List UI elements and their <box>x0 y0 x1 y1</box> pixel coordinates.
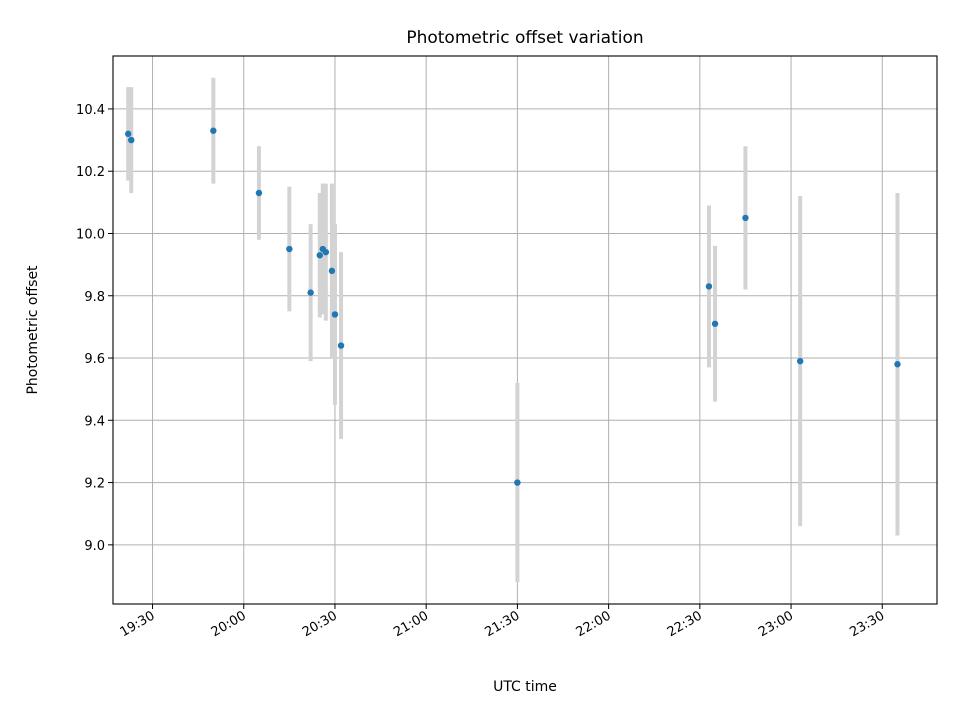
data-point <box>322 248 330 256</box>
x-tick-label: 20:30 <box>300 608 340 640</box>
x-tick-label: 21:00 <box>391 608 431 640</box>
y-tick-label: 9.4 <box>84 414 105 429</box>
y-tick-label: 9.0 <box>84 539 105 554</box>
x-tick-label: 22:30 <box>665 608 705 640</box>
chart-title: Photometric offset variation <box>406 28 643 48</box>
data-point <box>796 357 804 365</box>
y-tick-label: 10.4 <box>76 103 105 118</box>
y-tick-label: 10.2 <box>76 165 105 180</box>
data-point <box>210 127 217 134</box>
data-point <box>307 289 314 296</box>
x-tick-label: 23:00 <box>756 608 796 640</box>
data-point <box>128 136 135 144</box>
data-point <box>337 342 345 349</box>
y-axis-label: Photometric offset <box>25 265 41 395</box>
data-point <box>894 361 901 368</box>
data-point <box>331 311 339 318</box>
x-tick-label: 22:00 <box>574 608 614 640</box>
data-point <box>742 214 749 222</box>
x-tick-label: 21:30 <box>482 608 522 640</box>
data-points <box>125 127 901 486</box>
data-point <box>316 252 323 259</box>
data-point <box>125 130 132 138</box>
data-point <box>255 189 263 197</box>
axis-ticks: 19:30 20:00 20:30 21:00 21:30 22:00 22:30 23:00… <box>76 103 887 640</box>
y-tick-label: 9.2 <box>84 477 105 492</box>
data-point <box>514 479 521 486</box>
data-point <box>328 267 336 275</box>
y-tick-label: 10.0 <box>76 227 105 242</box>
data-point <box>286 245 293 253</box>
x-tick-label: 20:00 <box>209 608 249 640</box>
data-point <box>711 320 719 327</box>
grid <box>113 56 937 604</box>
plot-frame <box>112 55 938 605</box>
data-point <box>705 283 713 290</box>
x-tick-label: 23:30 <box>847 608 887 640</box>
x-axis-label: UTC time <box>493 679 557 695</box>
x-tick-label: 19:30 <box>118 608 158 640</box>
y-tick-label: 9.8 <box>84 290 105 305</box>
y-tick-label: 9.6 <box>84 352 105 367</box>
